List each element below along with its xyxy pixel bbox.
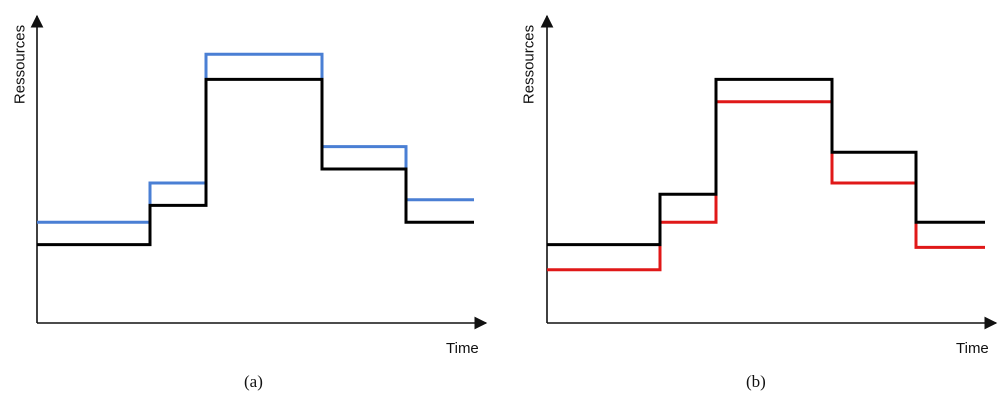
chart-b-svg [540,14,998,330]
y-axis-label-a: Ressources [11,24,29,105]
x-axis-label-a: Time [446,340,479,357]
series-b-1-line [547,77,985,247]
caption-a: (a) [244,372,263,391]
chart-panel-b: Ressources Time (b) [500,0,1000,398]
series-a-1-line [37,77,474,247]
chart-panel-a: Ressources Time (a) [11,14,488,391]
chart-a-svg [30,14,488,330]
y-axis-label-b: Ressources [520,24,538,105]
caption-b: (b) [746,372,766,391]
x-axis-label-b: Time [956,340,989,357]
